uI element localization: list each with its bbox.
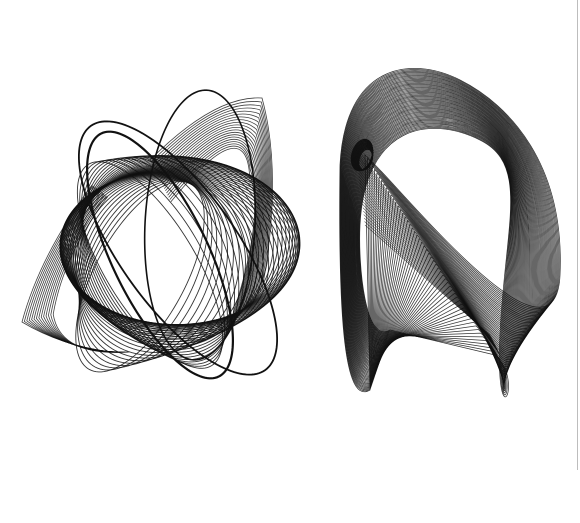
right-wire-surface <box>339 68 561 398</box>
right-surface-curve <box>343 80 549 381</box>
left-fan-curve <box>156 116 267 302</box>
left-fan-curve <box>150 101 272 293</box>
left-outline-ring <box>85 130 235 380</box>
left-surface-curve <box>77 180 209 371</box>
left-cone-curve <box>52 196 130 353</box>
right-surface-curve <box>349 98 531 362</box>
right-surface-curve <box>342 77 551 383</box>
right-surface-curve <box>348 95 534 365</box>
right-surface-curve <box>354 112 519 371</box>
right-surface-curve <box>341 75 554 385</box>
left-wire-surface <box>21 89 301 380</box>
left-fan-curve <box>154 110 269 299</box>
right-surface-curve <box>350 103 527 358</box>
right-surface-curve <box>346 88 541 372</box>
right-surface-curve <box>357 121 514 386</box>
left-fan-curve <box>158 121 265 306</box>
right-surface-curve <box>353 111 520 369</box>
left-fan-curve <box>159 124 264 308</box>
right-surface-curve <box>354 113 518 372</box>
right-surface-curve <box>350 101 528 359</box>
right-surface-curve <box>347 92 537 369</box>
right-surface-curve <box>352 108 522 364</box>
left-fan-curve <box>151 104 271 295</box>
right-surface-curve <box>345 86 543 374</box>
left-fan-curve <box>162 131 262 314</box>
left-fan-curve <box>155 113 268 300</box>
left-surface-curve <box>62 171 288 333</box>
right-surface-curve <box>353 110 521 367</box>
left-fan-curve <box>161 129 263 312</box>
right-surface-curve <box>353 109 522 365</box>
right-surface-curve <box>356 119 515 382</box>
left-fan-curve <box>167 141 258 322</box>
left-surface-curve <box>68 173 270 342</box>
right-surface-curve <box>359 128 511 398</box>
right-surface-curve <box>351 104 526 357</box>
right-surface-curve <box>347 93 536 368</box>
right-surface-curve <box>345 85 544 375</box>
right-surface-curve <box>344 84 545 376</box>
left-fan-curve <box>160 127 264 310</box>
left-fan-curve <box>165 136 260 318</box>
right-surface-curve <box>351 105 525 359</box>
right-ruling-line <box>364 224 491 336</box>
right-surface-curve <box>356 118 516 380</box>
right-surface-curve <box>358 125 512 394</box>
right-surface-curve <box>344 83 546 377</box>
left-fan-curve <box>166 139 259 320</box>
left-fan-curve <box>170 147 256 328</box>
right-surface-curve <box>352 107 523 362</box>
right-surface-curve <box>348 96 533 364</box>
left-fan-curve <box>169 145 256 326</box>
left-fan-curve <box>149 97 273 291</box>
right-surface-curve <box>342 79 550 382</box>
right-surface-curve <box>345 87 542 373</box>
right-surface-curve <box>354 115 518 374</box>
page-edge-divider <box>577 0 578 470</box>
right-surface-curve <box>342 76 553 384</box>
right-surface-curve <box>349 99 530 361</box>
right-knot-loop <box>358 148 374 171</box>
right-surface-curve <box>358 127 512 396</box>
right-surface-curve <box>355 116 517 376</box>
left-fan-curve <box>157 119 266 304</box>
left-outline-ring <box>77 120 279 376</box>
right-surface-curve <box>350 100 529 360</box>
left-surface-curve <box>78 178 218 367</box>
right-surface-curve <box>346 89 540 371</box>
left-surface-curve <box>78 179 213 369</box>
left-surface-curve <box>75 181 205 373</box>
right-surface-curve <box>349 97 532 363</box>
left-fan-curve <box>153 107 270 297</box>
left-surface-curve <box>78 177 228 362</box>
right-surface-curve <box>357 122 513 388</box>
right-surface-curve <box>355 117 516 378</box>
right-surface-curve <box>348 94 535 366</box>
right-surface-curve <box>346 91 539 370</box>
left-fan-curve <box>163 134 261 316</box>
right-surface-curve <box>358 124 513 392</box>
left-surface-curve <box>78 177 223 364</box>
right-surface-curve <box>357 123 513 390</box>
left-fan-curve <box>168 143 257 324</box>
right-surface-curve <box>356 120 514 384</box>
right-surface-curve <box>352 106 524 361</box>
